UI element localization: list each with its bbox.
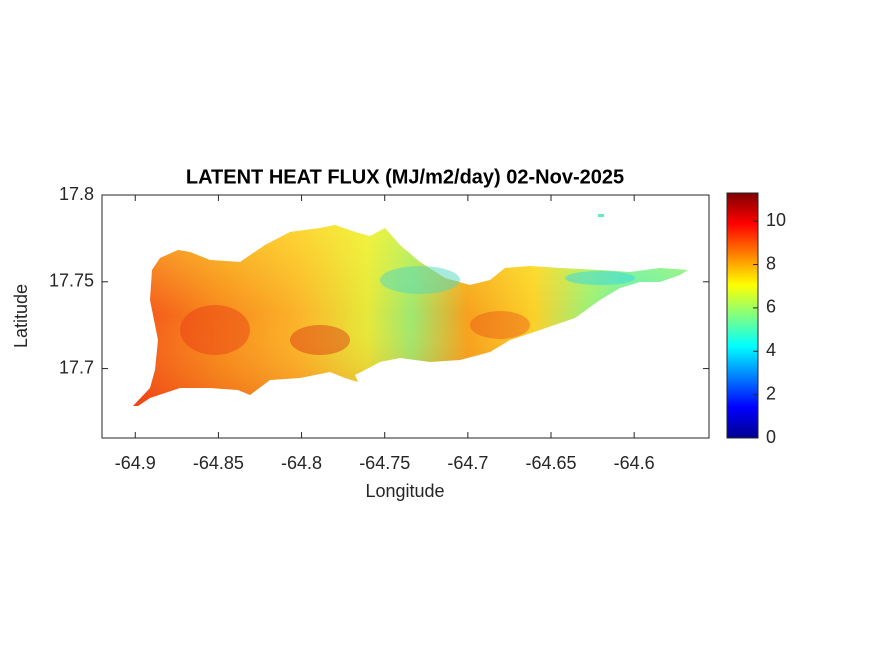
y-tick-label: 17.8: [59, 184, 94, 204]
colorbar-tick-label: 8: [766, 253, 776, 273]
hot-region: [470, 311, 530, 339]
x-tick-label: -64.6: [614, 453, 655, 473]
colorbar: [726, 192, 759, 439]
colorbar-tick-label: 0: [766, 427, 776, 447]
island: [133, 214, 688, 406]
chart-title: LATENT HEAT FLUX (MJ/m2/day) 02-Nov-2025: [186, 166, 624, 188]
colorbar-tick-label: 2: [766, 383, 776, 403]
y-tick-label: 17.7: [59, 357, 94, 377]
cool-region: [565, 271, 635, 285]
y-tick-label: 17.75: [49, 271, 94, 291]
hot-region: [180, 305, 250, 355]
x-tick-label: -64.75: [359, 453, 410, 473]
y-axis-label: Latitude: [11, 284, 31, 348]
x-axis-label: Longitude: [365, 481, 444, 501]
colorbar-tick-label: 6: [766, 297, 776, 317]
x-tick-label: -64.8: [281, 453, 322, 473]
x-tick-label: -64.85: [193, 453, 244, 473]
x-tick-label: -64.9: [115, 453, 156, 473]
cool-region: [380, 266, 460, 294]
x-tick-label: -64.7: [447, 453, 488, 473]
x-tick-label: -64.65: [525, 453, 576, 473]
hot-region: [290, 325, 350, 355]
islet: [598, 214, 604, 217]
colorbar-tick-label: 10: [766, 210, 786, 230]
colorbar-tick-label: 4: [766, 340, 776, 360]
island-shade: [133, 225, 688, 406]
